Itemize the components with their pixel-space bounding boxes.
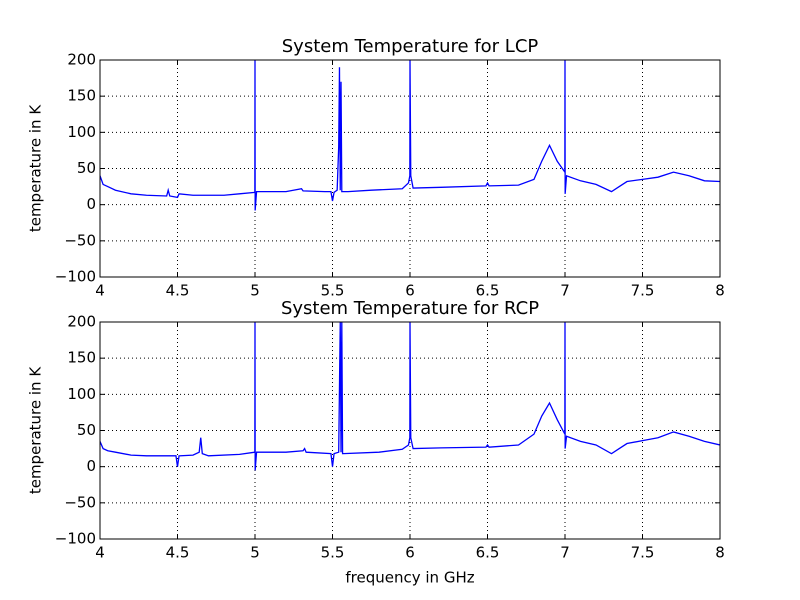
y-tick-label: −50	[64, 231, 96, 249]
x-tick-label: 8	[715, 282, 725, 300]
x-axis-label: frequency in GHz	[345, 569, 474, 587]
y-tick-label: 100	[67, 385, 96, 403]
x-tick-label: 4.5	[166, 544, 190, 562]
x-tick-label: 4	[95, 544, 105, 562]
x-tick-label: 5	[250, 544, 260, 562]
x-tick-label: 5.5	[321, 282, 345, 300]
x-tick-label: 4	[95, 282, 105, 300]
y-tick-label: 200	[67, 313, 96, 331]
y-axis-label: temperature in K	[27, 104, 45, 232]
y-tick-label: 150	[67, 87, 96, 105]
y-tick-label: 0	[86, 457, 96, 475]
y-tick-label: −50	[64, 493, 96, 511]
x-tick-label: 6	[405, 544, 415, 562]
y-tick-label: −100	[55, 530, 96, 548]
y-tick-label: −100	[55, 268, 96, 286]
x-tick-label: 7	[560, 282, 570, 300]
y-tick-label: 0	[86, 195, 96, 213]
x-tick-label: 6.5	[476, 544, 500, 562]
y-axis-label: temperature in K	[27, 366, 45, 494]
chart-title: System Temperature for LCP	[282, 36, 539, 57]
x-tick-label: 6.5	[476, 282, 500, 300]
data-line	[100, 322, 720, 471]
y-tick-label: 200	[67, 51, 96, 69]
y-tick-label: 50	[77, 421, 96, 439]
x-tick-label: 6	[405, 282, 415, 300]
x-tick-label: 8	[715, 544, 725, 562]
y-tick-label: 100	[67, 123, 96, 141]
y-tick-label: 50	[77, 159, 96, 177]
data-line	[100, 60, 720, 211]
x-tick-label: 4.5	[166, 282, 190, 300]
x-tick-label: 7.5	[631, 282, 655, 300]
x-tick-label: 7.5	[631, 544, 655, 562]
chart-title: System Temperature for RCP	[281, 298, 539, 319]
y-tick-label: 150	[67, 349, 96, 367]
plot-frame	[99, 321, 721, 540]
x-tick-label: 7	[560, 544, 570, 562]
x-tick-label: 5	[250, 282, 260, 300]
plot-frame	[99, 59, 721, 278]
x-tick-label: 5.5	[321, 544, 345, 562]
